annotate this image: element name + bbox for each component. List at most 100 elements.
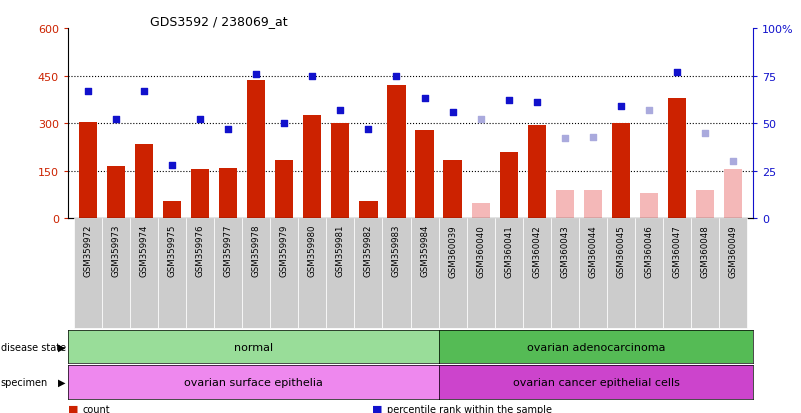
Text: ▶: ▶ [58,342,65,352]
Bar [467,219,495,328]
Bar [719,219,747,328]
Point [614,104,627,110]
Text: GSM359982: GSM359982 [364,224,373,277]
Bar [158,219,186,328]
Bar [360,202,377,219]
Bar [696,190,714,219]
Text: GSM359983: GSM359983 [392,224,401,277]
Bar [354,219,382,328]
Text: GSM360045: GSM360045 [617,224,626,277]
Bar [102,219,130,328]
Point [306,73,319,80]
Text: disease state: disease state [1,342,66,352]
Bar [332,124,349,219]
Text: GSM360041: GSM360041 [505,224,513,277]
Bar [247,81,265,219]
Bar [668,99,686,219]
Bar [275,160,293,219]
Text: specimen: specimen [1,377,48,387]
Bar [74,219,102,328]
Point [727,159,739,165]
Text: GSM360039: GSM360039 [448,224,457,277]
Point [166,162,179,169]
Text: GSM360042: GSM360042 [533,224,541,277]
Bar [612,124,630,219]
Text: GSM359974: GSM359974 [139,224,148,277]
Text: GSM359972: GSM359972 [83,224,92,277]
Text: GSM359984: GSM359984 [420,224,429,277]
Bar [663,219,691,328]
Text: GSM359977: GSM359977 [223,224,232,277]
Bar [607,219,635,328]
Text: GSM359978: GSM359978 [252,224,260,277]
Point [698,130,711,137]
Bar [472,203,489,219]
Bar [528,126,546,219]
Bar [579,219,607,328]
Text: GSM360043: GSM360043 [561,224,570,277]
Bar [410,219,439,328]
Text: ovarian adenocarcinoma: ovarian adenocarcinoma [527,342,666,352]
Text: GSM359976: GSM359976 [195,224,204,277]
Bar [691,219,719,328]
Bar [439,219,467,328]
Text: ■: ■ [68,404,78,413]
Text: normal: normal [234,342,273,352]
Bar [219,168,237,219]
Bar [163,202,181,219]
Bar [556,190,574,219]
Point [642,107,655,114]
Bar [523,219,551,328]
Bar [78,122,97,219]
Text: percentile rank within the sample: percentile rank within the sample [387,404,552,413]
Text: GSM360047: GSM360047 [673,224,682,277]
Bar [135,145,153,219]
Point [586,134,599,140]
Point [82,88,95,95]
Point [418,96,431,102]
Text: GSM360044: GSM360044 [589,224,598,277]
Bar [551,219,579,328]
Text: GSM359979: GSM359979 [280,224,288,277]
Bar [242,219,270,328]
Point [138,88,151,95]
Text: ovarian surface epithelia: ovarian surface epithelia [184,377,323,387]
Text: GSM360049: GSM360049 [729,224,738,277]
Text: GSM360046: GSM360046 [645,224,654,277]
Point [502,98,515,104]
Text: GSM360048: GSM360048 [701,224,710,277]
Text: GDS3592 / 238069_at: GDS3592 / 238069_at [151,15,288,28]
Bar [724,170,743,219]
Point [446,109,459,116]
Text: GSM360040: GSM360040 [476,224,485,277]
Bar [416,130,433,219]
Bar [382,219,410,328]
Bar [298,219,326,328]
Point [670,69,683,76]
Bar [130,219,158,328]
Point [334,107,347,114]
Bar [186,219,214,328]
Point [110,117,123,123]
Point [474,117,487,123]
Text: GSM359973: GSM359973 [111,224,120,277]
Bar [388,86,405,219]
Point [558,136,571,142]
Point [278,121,291,127]
Text: count: count [83,404,110,413]
Text: GSM359980: GSM359980 [308,224,316,277]
Bar [500,152,518,219]
Bar [584,190,602,219]
Point [194,117,207,123]
Text: GSM359981: GSM359981 [336,224,345,277]
Text: ■: ■ [372,404,383,413]
Bar [444,160,461,219]
Text: ▶: ▶ [58,377,65,387]
Bar [326,219,354,328]
Text: GSM359975: GSM359975 [167,224,176,277]
Bar [214,219,242,328]
Bar [107,166,125,219]
Bar [635,219,663,328]
Bar [640,194,658,219]
Bar [191,170,209,219]
